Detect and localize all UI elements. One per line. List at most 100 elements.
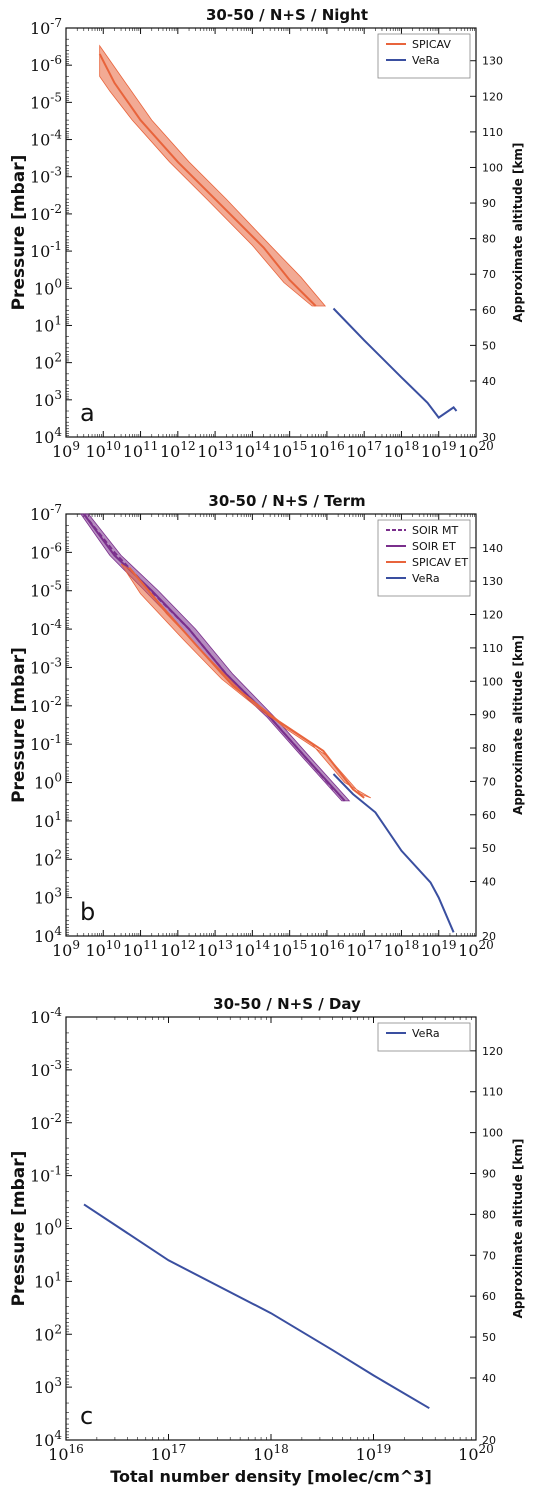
- right-axis-label: Approximate altitude [km]: [511, 1139, 525, 1319]
- x-tick-label: 1018: [384, 938, 420, 960]
- legend: SPICAV VeRa: [377, 33, 471, 79]
- series-line: [332, 307, 458, 419]
- y-tick-label: 10-1: [30, 1164, 62, 1186]
- x-tick-label: 1017: [346, 439, 382, 461]
- y-tick-label: 10-3: [30, 1058, 62, 1080]
- x-tick-label: 1017: [151, 1442, 187, 1464]
- x-tick-label: 1020: [458, 938, 494, 960]
- series-vera: [332, 773, 455, 933]
- x-tick-label: 1014: [235, 439, 271, 461]
- y-tick-label: 103: [34, 886, 62, 908]
- x-tick-label: 1012: [160, 938, 196, 960]
- right-tick-label: 60: [482, 304, 496, 317]
- chart-panel-b: 30-50 / N+S / Term 10-7 10-6 10-5 10-4 10-3 10…: [9, 492, 525, 960]
- legend-label: SOIR MT: [412, 524, 459, 537]
- x-tick-label: 1016: [309, 938, 345, 960]
- right-tick-label: 120: [482, 90, 503, 103]
- y-axis-label: Pressure [mbar]: [9, 1151, 29, 1307]
- legend-label: VeRa: [412, 54, 440, 67]
- legend-label: VeRa: [412, 1027, 440, 1040]
- y-tick-label: 100: [34, 771, 62, 793]
- x-tick-label: 1019: [421, 938, 457, 960]
- right-tick-label: 100: [482, 675, 503, 688]
- right-tick-label: 90: [482, 197, 496, 210]
- series-vera: [332, 307, 458, 419]
- series-spicav: [98, 44, 327, 307]
- right-tick-label: 70: [482, 268, 496, 281]
- y-tick-label: 104: [34, 1428, 62, 1450]
- y-tick-label: 101: [34, 809, 62, 831]
- right-tick-label: 120: [482, 1045, 503, 1058]
- chart-title: 30-50 / N+S / Night: [206, 6, 368, 24]
- right-tick-label: 70: [482, 1249, 496, 1262]
- right-tick-label: 140: [482, 542, 503, 555]
- right-tick-label: 80: [482, 233, 496, 246]
- y-tick-label: 100: [34, 1217, 62, 1239]
- y-tick-label: 104: [34, 924, 62, 946]
- series-spicav-et: [120, 563, 371, 799]
- y-tick-label: 10-5: [30, 579, 62, 601]
- y-tick-label: 10-7: [30, 16, 62, 38]
- x-tick-label: 1015: [272, 439, 308, 461]
- chart-panel-c: 30-50 / N+S / Day 10-4 10-3 10-2 10-1 100 101 1…: [9, 995, 525, 1486]
- x-tick-label: 1018: [253, 1442, 289, 1464]
- x-tick-label: 1013: [197, 439, 233, 461]
- right-tick-label: 20: [482, 1434, 496, 1447]
- legend: SOIR MT SOIR ET SPICAV ET VeRa: [377, 519, 471, 597]
- series-line: [128, 566, 365, 799]
- x-tick-label: 1019: [356, 1442, 392, 1464]
- y-tick-label: 10-6: [30, 53, 62, 75]
- y-tick-label: 10-7: [30, 502, 62, 524]
- y-tick-label: 102: [34, 1322, 62, 1344]
- series-line: [83, 1203, 430, 1410]
- x-tick-label: 1017: [346, 938, 382, 960]
- y-tick-label: 10-1: [30, 239, 62, 261]
- x-tick-label: 1014: [235, 938, 271, 960]
- x-tick-label: 1015: [272, 938, 308, 960]
- y-axis-label: Pressure [mbar]: [9, 155, 29, 311]
- right-tick-label: 50: [482, 1331, 496, 1344]
- x-tick-label: 1019: [421, 439, 457, 461]
- right-axis-label: Approximate altitude [km]: [511, 635, 525, 815]
- x-tick-label: 1018: [384, 439, 420, 461]
- chart-title: 30-50 / N+S / Day: [213, 995, 361, 1013]
- legend-box: [377, 33, 471, 79]
- y-tick-label: 103: [34, 388, 62, 410]
- y-tick-label: 10-4: [30, 1005, 62, 1027]
- right-tick-label: 30: [482, 431, 496, 444]
- y-tick-label: 104: [34, 425, 62, 447]
- legend-label: VeRa: [412, 572, 440, 585]
- panel-letter: a: [80, 399, 95, 427]
- panel-letter: b: [80, 898, 95, 926]
- y-tick-label: 10-3: [30, 165, 62, 187]
- y-tick-label: 101: [34, 1269, 62, 1291]
- legend: VeRa: [377, 1022, 471, 1052]
- y-tick-label: 10-6: [30, 540, 62, 562]
- x-tick-label: 1013: [197, 938, 233, 960]
- right-tick-label: 110: [482, 126, 503, 139]
- right-tick-label: 50: [482, 842, 496, 855]
- x-tick-label: 1016: [48, 1442, 84, 1464]
- y-tick-label: 10-5: [30, 90, 62, 112]
- series-vera: [83, 1203, 430, 1410]
- x-tick-label: 1011: [123, 938, 159, 960]
- right-tick-label: 70: [482, 775, 496, 788]
- plot-frame: [65, 1016, 477, 1441]
- right-tick-label: 100: [482, 161, 503, 174]
- x-tick-label: 1010: [85, 938, 121, 960]
- y-tick-label: 10-3: [30, 655, 62, 677]
- chart-panel-a: 30-50 / N+S / Night 10-7 10-6 10-5 10-4 10-3 1…: [9, 6, 525, 461]
- panel-letter: c: [80, 1402, 93, 1430]
- x-tick-label: 1016: [309, 439, 345, 461]
- chart-title: 30-50 / N+S / Term: [208, 492, 365, 510]
- y-tick-label: 103: [34, 1375, 62, 1397]
- y-tick-label: 10-2: [30, 694, 62, 716]
- right-tick-label: 120: [482, 609, 503, 622]
- right-tick-label: 100: [482, 1127, 503, 1140]
- y-tick-label: 101: [34, 313, 62, 335]
- x-tick-label: 1011: [123, 439, 159, 461]
- right-tick-label: 60: [482, 1290, 496, 1303]
- y-tick-label: 10-2: [30, 202, 62, 224]
- x-tick-label: 1020: [458, 439, 494, 461]
